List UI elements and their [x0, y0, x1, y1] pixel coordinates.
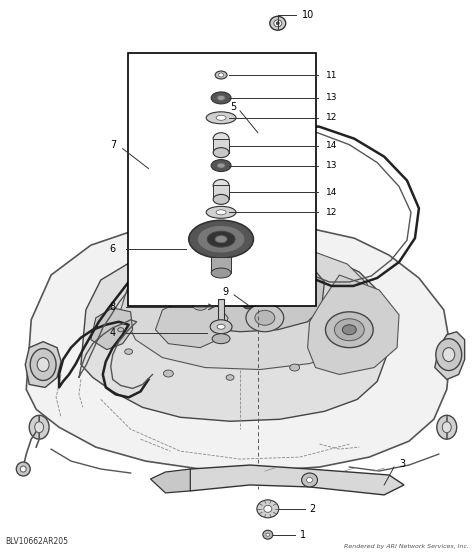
Polygon shape — [26, 222, 451, 471]
Text: BLV10662AR205: BLV10662AR205 — [5, 537, 68, 546]
Ellipse shape — [301, 473, 318, 487]
Ellipse shape — [276, 22, 279, 25]
Ellipse shape — [307, 477, 312, 482]
Ellipse shape — [118, 327, 124, 332]
Ellipse shape — [326, 312, 373, 348]
Ellipse shape — [193, 299, 208, 310]
Polygon shape — [91, 308, 133, 349]
Ellipse shape — [236, 139, 280, 173]
Ellipse shape — [37, 358, 49, 372]
Ellipse shape — [437, 415, 457, 439]
Ellipse shape — [219, 73, 224, 77]
Text: 13: 13 — [326, 161, 337, 170]
Ellipse shape — [274, 20, 282, 27]
Bar — [211, 257, 231, 273]
Text: 9: 9 — [222, 287, 228, 297]
Ellipse shape — [342, 325, 356, 335]
Ellipse shape — [442, 422, 451, 432]
Text: 12: 12 — [326, 113, 337, 122]
Ellipse shape — [290, 364, 300, 371]
Ellipse shape — [211, 160, 231, 171]
Ellipse shape — [30, 348, 56, 380]
Text: 4: 4 — [109, 328, 116, 338]
Text: 11: 11 — [326, 71, 337, 80]
Ellipse shape — [125, 349, 133, 354]
Ellipse shape — [215, 71, 227, 79]
Ellipse shape — [151, 252, 161, 259]
Text: Rendered by ARI Network Services, Inc.: Rendered by ARI Network Services, Inc. — [344, 544, 469, 549]
Ellipse shape — [306, 295, 313, 301]
Text: 3: 3 — [399, 459, 405, 469]
Ellipse shape — [249, 149, 267, 163]
Ellipse shape — [210, 320, 232, 333]
Text: 5: 5 — [230, 102, 236, 112]
Ellipse shape — [207, 231, 235, 247]
Ellipse shape — [255, 310, 275, 325]
Polygon shape — [155, 300, 228, 348]
Ellipse shape — [216, 210, 226, 215]
Ellipse shape — [217, 324, 225, 329]
Ellipse shape — [217, 96, 225, 101]
Ellipse shape — [266, 533, 270, 536]
Ellipse shape — [213, 133, 229, 145]
Ellipse shape — [211, 92, 231, 104]
Bar — [213, 185, 229, 200]
Text: 2: 2 — [310, 504, 316, 514]
Polygon shape — [25, 342, 61, 388]
Ellipse shape — [298, 249, 306, 255]
Polygon shape — [308, 275, 399, 374]
Polygon shape — [170, 252, 325, 332]
Ellipse shape — [35, 422, 44, 432]
Ellipse shape — [164, 370, 173, 377]
Ellipse shape — [335, 319, 364, 341]
Ellipse shape — [213, 180, 229, 191]
Ellipse shape — [213, 195, 229, 205]
Ellipse shape — [443, 348, 455, 362]
Ellipse shape — [174, 247, 182, 253]
Text: 12: 12 — [326, 208, 337, 217]
Ellipse shape — [263, 530, 273, 539]
Ellipse shape — [257, 500, 279, 518]
Ellipse shape — [206, 206, 236, 218]
Bar — [213, 139, 229, 153]
Ellipse shape — [16, 462, 30, 476]
Ellipse shape — [270, 17, 286, 30]
Ellipse shape — [217, 163, 225, 168]
Ellipse shape — [197, 225, 245, 253]
Text: 8: 8 — [109, 302, 116, 312]
Bar — [128, 53, 316, 306]
Text: 13: 13 — [326, 93, 337, 102]
Ellipse shape — [216, 116, 226, 121]
Ellipse shape — [213, 148, 229, 158]
Text: 14: 14 — [326, 141, 337, 150]
Text: 14: 14 — [326, 188, 337, 197]
Polygon shape — [151, 469, 190, 493]
Ellipse shape — [243, 301, 253, 309]
Polygon shape — [165, 465, 404, 495]
Polygon shape — [121, 246, 374, 369]
Bar — [218, 299, 224, 321]
Ellipse shape — [264, 505, 272, 512]
Ellipse shape — [212, 333, 230, 343]
Ellipse shape — [436, 338, 462, 371]
Ellipse shape — [29, 415, 49, 439]
Ellipse shape — [189, 220, 254, 258]
Ellipse shape — [215, 236, 227, 243]
Ellipse shape — [224, 130, 292, 181]
Ellipse shape — [255, 153, 261, 158]
Text: 6: 6 — [109, 244, 116, 254]
Text: 10: 10 — [301, 11, 314, 20]
Polygon shape — [435, 332, 465, 379]
Ellipse shape — [226, 375, 234, 380]
Ellipse shape — [20, 466, 26, 472]
Ellipse shape — [206, 112, 236, 124]
Ellipse shape — [185, 294, 215, 316]
Polygon shape — [81, 248, 389, 421]
Ellipse shape — [246, 304, 284, 332]
Text: 7: 7 — [110, 140, 117, 150]
Ellipse shape — [211, 268, 231, 278]
Text: 1: 1 — [300, 530, 306, 540]
